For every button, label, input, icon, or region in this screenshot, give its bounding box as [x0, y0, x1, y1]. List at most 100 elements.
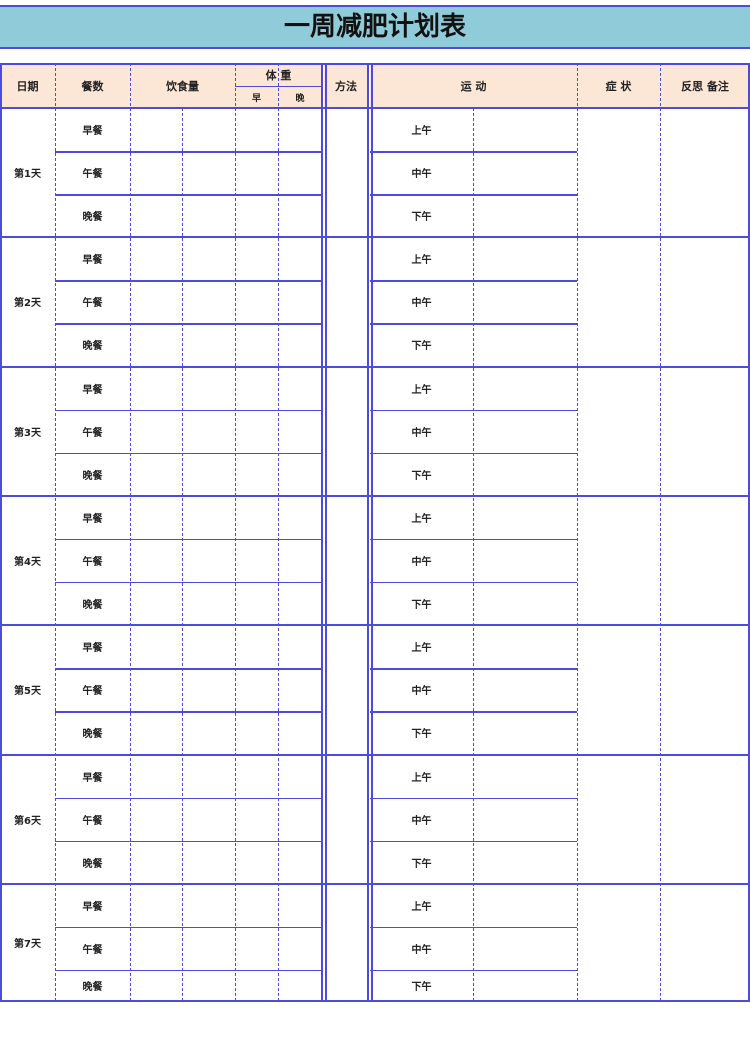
weight-evening-cell[interactable]: [278, 151, 322, 194]
exercise-cell[interactable]: [473, 496, 577, 539]
weight-evening-cell[interactable]: [278, 927, 322, 970]
weight-evening-cell[interactable]: [278, 237, 322, 280]
weight-evening-cell[interactable]: [278, 970, 322, 1001]
weight-evening-cell[interactable]: [278, 194, 322, 237]
intake-cell-2[interactable]: [182, 970, 235, 1001]
intake-cell-1[interactable]: [130, 755, 182, 798]
exercise-cell[interactable]: [473, 970, 577, 1001]
exercise-cell[interactable]: [473, 884, 577, 927]
weight-morning-cell[interactable]: [235, 884, 278, 927]
exercise-cell[interactable]: [473, 798, 577, 841]
intake-cell-2[interactable]: [182, 625, 235, 668]
intake-cell-2[interactable]: [182, 927, 235, 970]
weight-evening-cell[interactable]: [278, 582, 322, 625]
exercise-cell[interactable]: [473, 711, 577, 754]
intake-cell-2[interactable]: [182, 151, 235, 194]
intake-cell-2[interactable]: [182, 108, 235, 151]
exercise-cell[interactable]: [473, 194, 577, 237]
intake-cell-1[interactable]: [130, 194, 182, 237]
notes-cell[interactable]: [660, 496, 750, 625]
intake-cell-2[interactable]: [182, 323, 235, 366]
weight-morning-cell[interactable]: [235, 151, 278, 194]
symptoms-cell[interactable]: [577, 108, 660, 237]
weight-morning-cell[interactable]: [235, 496, 278, 539]
exercise-cell[interactable]: [473, 582, 577, 625]
intake-cell-2[interactable]: [182, 194, 235, 237]
intake-cell-1[interactable]: [130, 453, 182, 496]
weight-evening-cell[interactable]: [278, 453, 322, 496]
intake-cell-1[interactable]: [130, 625, 182, 668]
exercise-cell[interactable]: [473, 323, 577, 366]
weight-evening-cell[interactable]: [278, 496, 322, 539]
symptoms-cell[interactable]: [577, 625, 660, 754]
weight-evening-cell[interactable]: [278, 367, 322, 410]
weight-evening-cell[interactable]: [278, 108, 322, 151]
notes-cell[interactable]: [660, 108, 750, 237]
intake-cell-2[interactable]: [182, 798, 235, 841]
weight-evening-cell[interactable]: [278, 625, 322, 668]
intake-cell-1[interactable]: [130, 410, 182, 453]
weight-morning-cell[interactable]: [235, 237, 278, 280]
symptoms-cell[interactable]: [577, 884, 660, 1001]
exercise-cell[interactable]: [473, 367, 577, 410]
weight-morning-cell[interactable]: [235, 711, 278, 754]
weight-morning-cell[interactable]: [235, 625, 278, 668]
intake-cell-2[interactable]: [182, 237, 235, 280]
weight-morning-cell[interactable]: [235, 367, 278, 410]
exercise-cell[interactable]: [473, 668, 577, 711]
intake-cell-1[interactable]: [130, 280, 182, 323]
intake-cell-1[interactable]: [130, 496, 182, 539]
exercise-cell[interactable]: [473, 755, 577, 798]
exercise-cell[interactable]: [473, 237, 577, 280]
intake-cell-1[interactable]: [130, 798, 182, 841]
intake-cell-2[interactable]: [182, 755, 235, 798]
intake-cell-1[interactable]: [130, 927, 182, 970]
weight-evening-cell[interactable]: [278, 711, 322, 754]
intake-cell-2[interactable]: [182, 496, 235, 539]
intake-cell-1[interactable]: [130, 539, 182, 582]
weight-evening-cell[interactable]: [278, 323, 322, 366]
weight-evening-cell[interactable]: [278, 798, 322, 841]
weight-evening-cell[interactable]: [278, 280, 322, 323]
weight-morning-cell[interactable]: [235, 755, 278, 798]
weight-morning-cell[interactable]: [235, 798, 278, 841]
weight-evening-cell[interactable]: [278, 755, 322, 798]
notes-cell[interactable]: [660, 884, 750, 1001]
notes-cell[interactable]: [660, 755, 750, 884]
intake-cell-2[interactable]: [182, 280, 235, 323]
intake-cell-1[interactable]: [130, 711, 182, 754]
exercise-cell[interactable]: [473, 108, 577, 151]
exercise-cell[interactable]: [473, 453, 577, 496]
intake-cell-2[interactable]: [182, 711, 235, 754]
exercise-cell[interactable]: [473, 410, 577, 453]
weight-morning-cell[interactable]: [235, 194, 278, 237]
weight-morning-cell[interactable]: [235, 280, 278, 323]
exercise-cell[interactable]: [473, 927, 577, 970]
weight-morning-cell[interactable]: [235, 539, 278, 582]
weight-morning-cell[interactable]: [235, 668, 278, 711]
exercise-cell[interactable]: [473, 539, 577, 582]
symptoms-cell[interactable]: [577, 237, 660, 366]
intake-cell-1[interactable]: [130, 884, 182, 927]
weight-morning-cell[interactable]: [235, 582, 278, 625]
weight-morning-cell[interactable]: [235, 410, 278, 453]
symptoms-cell[interactable]: [577, 755, 660, 884]
intake-cell-1[interactable]: [130, 237, 182, 280]
weight-evening-cell[interactable]: [278, 410, 322, 453]
intake-cell-1[interactable]: [130, 668, 182, 711]
weight-evening-cell[interactable]: [278, 539, 322, 582]
intake-cell-1[interactable]: [130, 841, 182, 884]
symptoms-cell[interactable]: [577, 367, 660, 496]
notes-cell[interactable]: [660, 237, 750, 366]
intake-cell-2[interactable]: [182, 668, 235, 711]
weight-morning-cell[interactable]: [235, 323, 278, 366]
intake-cell-2[interactable]: [182, 367, 235, 410]
intake-cell-2[interactable]: [182, 884, 235, 927]
intake-cell-1[interactable]: [130, 970, 182, 1001]
intake-cell-2[interactable]: [182, 539, 235, 582]
notes-cell[interactable]: [660, 367, 750, 496]
intake-cell-1[interactable]: [130, 108, 182, 151]
weight-evening-cell[interactable]: [278, 841, 322, 884]
intake-cell-2[interactable]: [182, 410, 235, 453]
intake-cell-2[interactable]: [182, 582, 235, 625]
